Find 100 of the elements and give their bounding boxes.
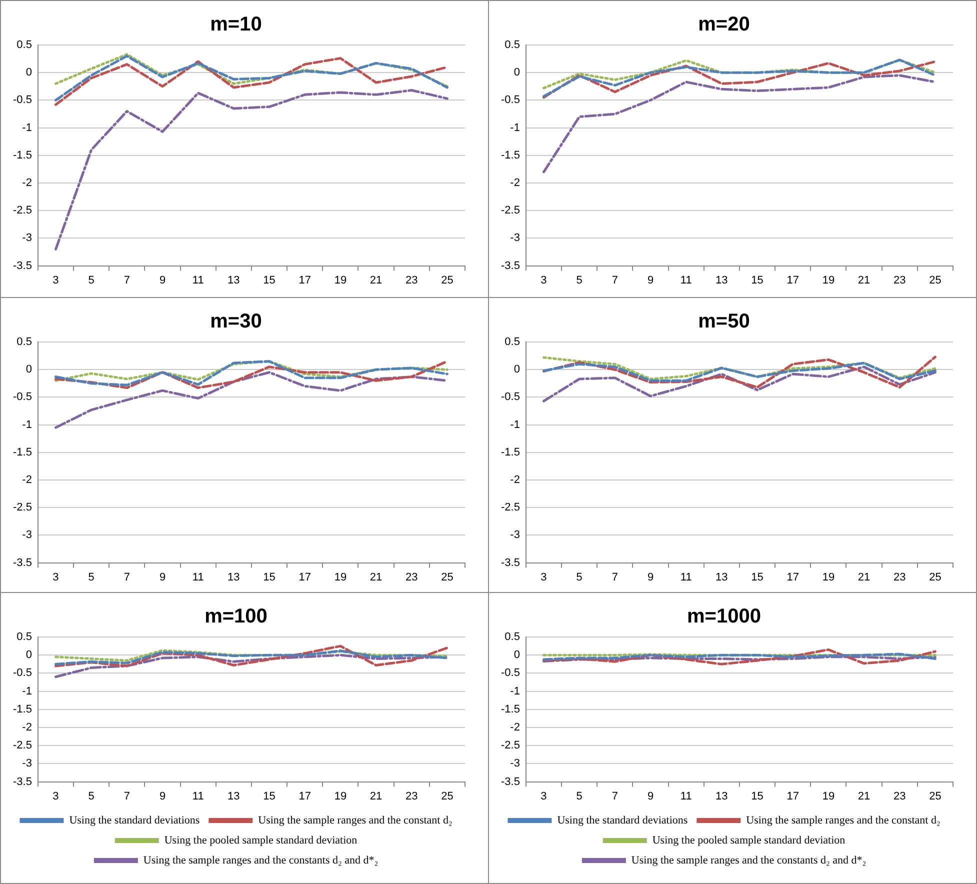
x-tick-label: 11 <box>192 571 204 584</box>
x-tick-label: 17 <box>298 571 311 584</box>
x-tick-label: 23 <box>893 790 906 802</box>
x-tick-label: 3 <box>540 571 547 584</box>
legend-label: Using the pooled sample standard deviation <box>164 834 358 846</box>
line-series <box>54 89 448 250</box>
x-tick-label: 11 <box>680 274 692 286</box>
y-tick-label: 0.5 <box>504 631 520 644</box>
x-tick-label: 25 <box>441 274 454 286</box>
y-tick-label: -1 <box>22 685 32 698</box>
y-tick-label: -3 <box>22 758 32 770</box>
y-tick-label: -3 <box>22 232 32 244</box>
y-tick-label: -1.5 <box>12 149 32 162</box>
x-tick-label: 23 <box>405 571 418 584</box>
y-tick-label: 0 <box>26 66 32 79</box>
x-tick-label: 19 <box>334 571 347 584</box>
x-tick-label: 15 <box>263 274 276 286</box>
y-tick-label: -1 <box>510 685 520 698</box>
x-tick-label: 13 <box>228 571 240 584</box>
y-tick-label: -3 <box>510 529 520 542</box>
x-tick-label: 21 <box>858 790 870 802</box>
y-tick-label: -2 <box>22 474 32 486</box>
y-tick-label: 0 <box>514 649 520 662</box>
y-tick-label: -0.5 <box>12 667 32 680</box>
y-tick-label: -1 <box>510 418 520 431</box>
x-tick-label: 13 <box>228 790 240 802</box>
line-series <box>542 58 936 90</box>
x-tick-label: 3 <box>52 571 59 584</box>
x-tick-label: 7 <box>124 571 130 584</box>
x-tick-label: 15 <box>751 274 764 286</box>
x-tick-label: 25 <box>929 571 942 584</box>
y-tick-label: 0.5 <box>16 631 32 644</box>
y-tick-label: 0 <box>514 66 520 79</box>
x-tick-label: 23 <box>893 274 906 286</box>
x-tick-label: 9 <box>159 571 166 584</box>
legend-label: Using the sample ranges and the constant d₂ <box>258 814 452 826</box>
x-tick-label: 17 <box>786 274 799 286</box>
y-tick-label: -2 <box>510 177 520 190</box>
x-tick-label: 5 <box>576 274 582 286</box>
x-tick-label: 5 <box>576 571 582 584</box>
y-tick-label: -2 <box>510 474 520 486</box>
y-tick-label: -2 <box>22 177 32 190</box>
x-tick-label: 21 <box>370 790 382 802</box>
x-tick-label: 13 <box>228 274 240 286</box>
line-series <box>542 648 936 666</box>
line-series <box>54 650 448 666</box>
y-tick-label: -1.5 <box>12 703 32 716</box>
legend-label: Using the pooled sample standard deviation <box>652 834 846 846</box>
legend-label: Using the sample ranges and the constants d₂ and d*₂ <box>631 854 866 866</box>
line-series <box>542 356 936 380</box>
x-tick-label: 3 <box>540 274 547 286</box>
legend-label: Using the standard deviations <box>69 814 200 826</box>
x-tick-label: 15 <box>263 571 276 584</box>
x-tick-label: 25 <box>441 790 454 802</box>
y-tick-label: 0 <box>514 364 520 376</box>
line-series <box>54 53 448 88</box>
x-tick-label: 21 <box>858 274 870 286</box>
x-tick-label: 7 <box>612 274 618 286</box>
line-series <box>54 371 448 429</box>
x-tick-label: 21 <box>370 571 382 584</box>
x-tick-label: 5 <box>576 790 582 802</box>
y-tick-label: -1 <box>22 418 32 431</box>
y-tick-label: -3.5 <box>12 260 32 272</box>
legend-label: Using the standard deviations <box>557 814 688 826</box>
line-series <box>542 74 936 174</box>
x-tick-label: 15 <box>263 790 276 802</box>
y-tick-label: 0 <box>26 649 32 662</box>
x-tick-label: 3 <box>52 790 59 802</box>
y-tick-label: -3.5 <box>500 556 520 569</box>
y-tick-label: -2.5 <box>12 204 32 217</box>
x-tick-label: 23 <box>405 274 418 286</box>
y-tick-label: -3 <box>510 758 520 770</box>
chart-title: m=20 <box>698 14 750 36</box>
chart-title: m=30 <box>210 310 262 333</box>
x-tick-label: 9 <box>647 790 654 802</box>
x-tick-label: 21 <box>370 274 382 286</box>
x-tick-label: 17 <box>298 274 311 286</box>
y-tick-label: -0.5 <box>12 94 32 106</box>
y-tick-label: -3.5 <box>12 776 32 788</box>
x-tick-label: 25 <box>929 790 942 802</box>
y-tick-label: -0.5 <box>500 667 520 680</box>
x-tick-label: 5 <box>88 274 94 286</box>
x-tick-label: 9 <box>159 790 166 802</box>
x-tick-label: 11 <box>192 274 204 286</box>
chart-title: m=100 <box>204 606 268 628</box>
x-tick-label: 13 <box>716 274 728 286</box>
x-tick-label: 17 <box>786 571 799 584</box>
y-tick-label: -2.5 <box>500 740 520 752</box>
x-tick-label: 13 <box>716 571 728 584</box>
x-tick-label: 19 <box>822 571 835 584</box>
x-tick-label: 3 <box>540 790 547 802</box>
y-tick-label: -1 <box>510 122 520 134</box>
x-tick-label: 11 <box>680 790 692 802</box>
x-tick-label: 23 <box>405 790 418 802</box>
chart-title: m=1000 <box>687 606 761 628</box>
y-tick-label: -2.5 <box>12 740 32 752</box>
x-tick-label: 5 <box>88 790 94 802</box>
y-tick-label: 0.5 <box>16 39 32 52</box>
x-tick-label: 13 <box>716 790 728 802</box>
y-tick-label: 0.5 <box>504 336 520 348</box>
